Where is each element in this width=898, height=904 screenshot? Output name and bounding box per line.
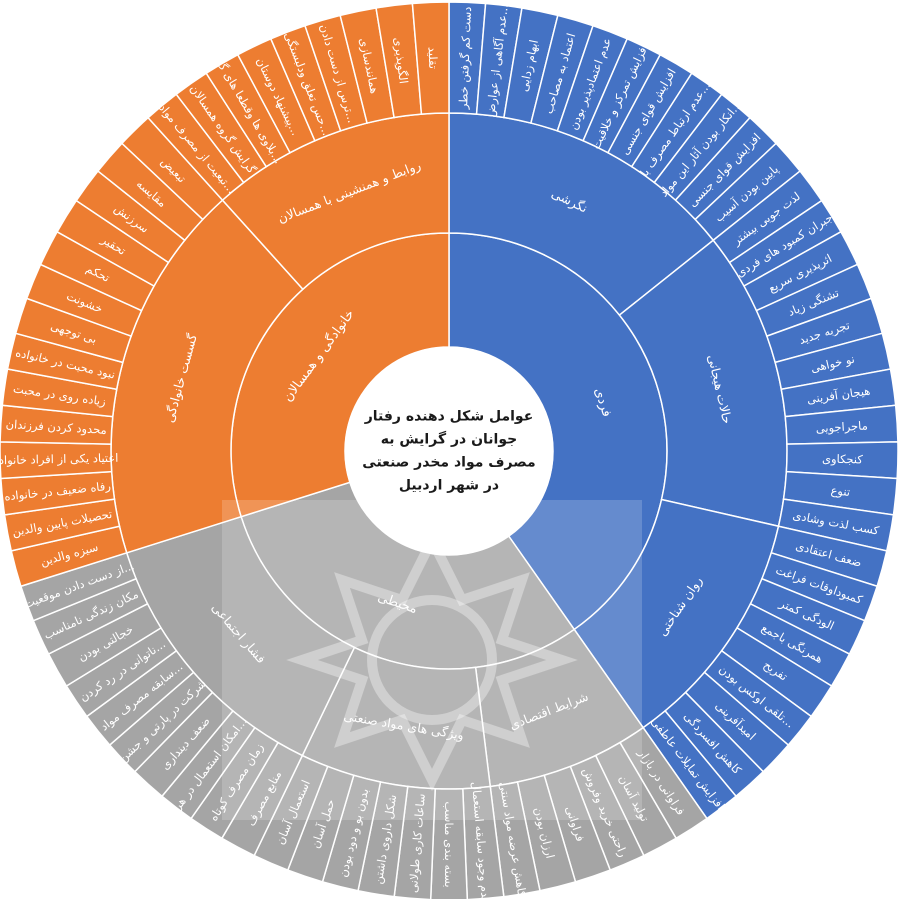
chart-title-line: عوامل شکل دهنده رفتار bbox=[364, 409, 534, 425]
sunburst-item-label: تقلید bbox=[425, 46, 440, 69]
sunburst-item-segment bbox=[411, 1, 450, 115]
sunburst-center bbox=[344, 346, 554, 556]
chart-title-line: جوانان در گرایش به bbox=[381, 431, 517, 448]
sunburst-item-label: اعتیاد یکی از افراد خانواده bbox=[0, 451, 119, 469]
sunburst-item-label: دست کم گرفتن خطر bbox=[456, 6, 475, 110]
chart-title-line: مصرف مواد مخدر صنعتی bbox=[362, 455, 535, 471]
sunburst-item-label: بسته بندی مناسب bbox=[442, 801, 456, 887]
sunburst-item-label: ماجراجویی bbox=[815, 418, 868, 436]
chart-title-line: در شهر اردبیل bbox=[399, 478, 499, 494]
sunburst-item-label: تنوع bbox=[830, 483, 851, 500]
sunburst-item-label: کنجکاوی bbox=[822, 452, 864, 468]
